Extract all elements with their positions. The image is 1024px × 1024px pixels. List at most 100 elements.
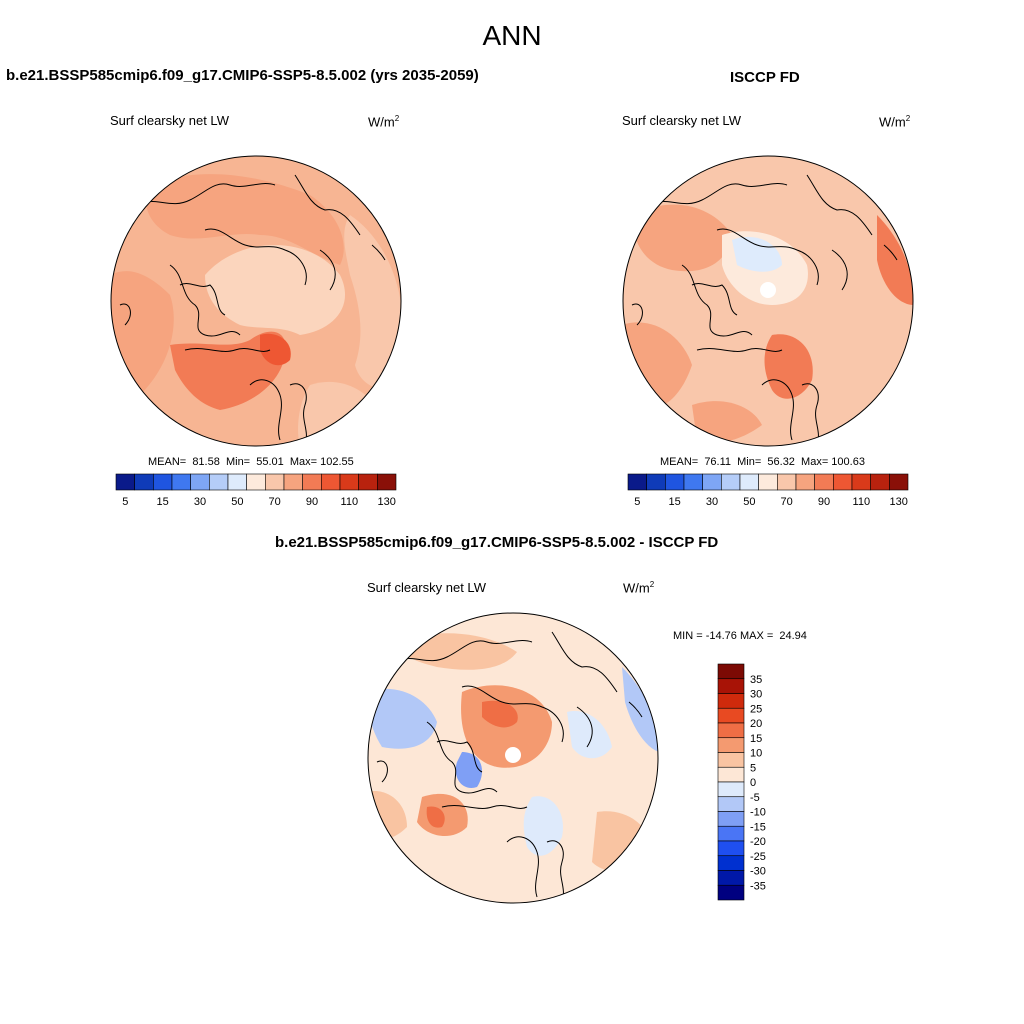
colorbar-tick-label: 90 (818, 496, 830, 508)
colorbar-tick-label: 30 (706, 496, 718, 508)
map-boundary (110, 155, 402, 447)
colorbar-swatch (717, 811, 745, 827)
colorbar-swatch (153, 473, 173, 491)
colorbar-swatch (889, 473, 909, 491)
field-region (260, 333, 291, 366)
colorbar-swatch (171, 473, 191, 491)
colorbar-swatch (209, 473, 229, 491)
colorbar-swatch (358, 473, 378, 491)
colorbar-swatch (283, 473, 303, 491)
colorbar-swatch (377, 473, 397, 491)
colorbar-tick-label: 20 (750, 718, 762, 730)
panel-1-title: b.e21.BSSP585cmip6.f09_g17.CMIP6-SSP5-8.… (6, 67, 479, 84)
colorbar-swatch (302, 473, 322, 491)
panel-2-units: W/m2 (879, 114, 911, 130)
field-region (632, 204, 732, 272)
figure-title: ANN (482, 20, 542, 51)
panel-1-stats: MEAN= 81.58 Min= 55.01 Max= 102.55 (148, 456, 354, 468)
colorbar-tick-label: 110 (853, 496, 871, 508)
field-region (877, 215, 913, 305)
colorbar-swatch (115, 473, 135, 491)
colorbar-tick-label: -5 (750, 792, 760, 804)
colorbar-swatch (758, 473, 778, 491)
map-difference (367, 612, 659, 904)
colorbar-tick-label: 50 (231, 496, 243, 508)
colorbar-tick-label: 15 (157, 496, 169, 508)
colorbar-tick-label: 70 (781, 496, 793, 508)
colorbar-swatch (702, 473, 722, 491)
colorbar-swatch (717, 707, 745, 724)
field-region (567, 711, 612, 759)
colorbar-swatch (627, 473, 647, 491)
colorbar-difference: 35 30 25 20 15 10 5 0 -5 -10 -15 -20 -25 -30 -35 (717, 663, 766, 901)
colorbar-tick-label: 15 (750, 733, 762, 745)
panel-3-title: b.e21.BSSP585cmip6.f09_g17.CMIP6-SSP5-8.… (275, 534, 719, 551)
colorbar-tick-label: 130 (377, 496, 395, 508)
colorbar-swatch (814, 473, 834, 491)
colorbar-tick-label: 0 (750, 777, 756, 789)
colorbar-tick-label: 35 (750, 674, 762, 686)
colorbar-swatch (717, 737, 745, 753)
colorbar-tick-label: 70 (269, 496, 281, 508)
panel-2-title: ISCCP FD (730, 69, 800, 86)
field-region (482, 700, 518, 728)
colorbar-tick-label: 5 (122, 496, 128, 508)
panel-2-stats: MEAN= 76.11 Min= 56.32 Max= 100.63 (660, 456, 865, 468)
panel-3-variable-label: Surf clearsky net LW (367, 580, 486, 595)
colorbar-tick-label: 25 (750, 703, 762, 715)
colorbar-swatch (646, 473, 666, 491)
colorbar-swatch (717, 781, 745, 798)
colorbar-swatch (717, 722, 745, 739)
colorbar-tick-label: 110 (341, 496, 359, 508)
map-model (110, 155, 402, 447)
colorbar-swatch (777, 473, 797, 491)
field-region (692, 401, 762, 443)
colorbar-tick-label: 15 (669, 496, 681, 508)
coastlines (376, 631, 643, 903)
coastlines (631, 174, 898, 446)
colorbar-tick-label: -30 (750, 866, 766, 878)
field-region (426, 806, 445, 828)
colorbar-swatch (717, 678, 745, 694)
panel-1-units: W/m2 (368, 114, 400, 130)
colorbar-swatch (321, 473, 341, 491)
field-region (368, 688, 437, 749)
map-boundary (367, 612, 659, 904)
field-region (732, 236, 782, 272)
colorbar-swatch (717, 752, 745, 768)
colorbar-swatch (717, 855, 745, 871)
field-region (764, 334, 813, 399)
colorbar-tick-label: 5 (634, 496, 640, 508)
panel-3-units: W/m2 (623, 580, 655, 596)
colorbar-swatch (339, 473, 359, 491)
field-region (344, 215, 401, 389)
colorbar-swatch (190, 473, 210, 491)
field-region (170, 331, 286, 410)
colorbar-swatch (665, 473, 685, 491)
colorbar-tick-label: -20 (750, 836, 766, 848)
colorbar-swatch (227, 473, 247, 491)
colorbar-tick-label: 5 (750, 762, 756, 774)
coastlines (119, 174, 386, 446)
colorbar-swatch (721, 473, 741, 491)
colorbar-tick-label: -15 (750, 821, 766, 833)
colorbar-tick-label: 30 (750, 689, 762, 701)
colorbar-tick-label: 50 (743, 496, 755, 508)
colorbar-swatch (717, 870, 745, 886)
colorbar-tick-label: 130 (889, 496, 907, 508)
field-region (205, 245, 346, 335)
colorbar-swatch (717, 693, 745, 709)
colorbar-swatch (246, 473, 266, 491)
colorbar-tick-label: 30 (194, 496, 206, 508)
colorbar-tick-label: 90 (306, 496, 318, 508)
missing-data-pole (760, 282, 776, 298)
colorbar-tick-label: -35 (750, 880, 766, 892)
colorbar-model: 5 15 30 50 70 90 110 130 (115, 473, 397, 508)
colorbar-swatch (717, 884, 745, 901)
panel-2-variable-label: Surf clearsky net LW (622, 113, 741, 128)
colorbar-isccp: 5 15 30 50 70 90 110 130 (627, 473, 909, 508)
colorbar-swatch (683, 473, 703, 491)
colorbar-swatch (717, 840, 745, 857)
colorbar-swatch (717, 766, 745, 783)
colorbar-swatch (717, 796, 745, 812)
